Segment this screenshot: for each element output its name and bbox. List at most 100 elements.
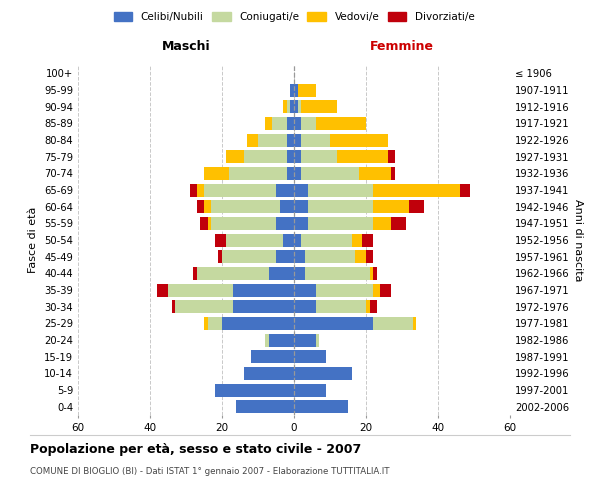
Bar <box>204 200 211 213</box>
Bar <box>287 150 294 163</box>
Bar <box>366 300 370 313</box>
Bar <box>222 250 276 263</box>
Bar <box>294 117 301 130</box>
Bar <box>276 250 294 263</box>
Bar <box>236 400 294 413</box>
Bar <box>366 250 373 263</box>
Bar <box>362 234 373 246</box>
Bar <box>294 234 301 246</box>
Bar <box>330 134 388 146</box>
Bar <box>294 317 373 330</box>
Bar <box>200 217 208 230</box>
Bar <box>373 267 377 280</box>
Bar <box>233 300 294 313</box>
Bar <box>294 84 298 96</box>
Bar <box>287 134 294 146</box>
Bar <box>211 217 276 230</box>
Bar <box>269 267 294 280</box>
Bar <box>294 134 301 146</box>
Bar <box>287 117 294 130</box>
Bar <box>204 317 208 330</box>
Bar <box>294 300 316 313</box>
Bar <box>294 400 348 413</box>
Bar <box>208 317 222 330</box>
Bar <box>391 167 395 180</box>
Bar <box>308 200 373 213</box>
Bar <box>301 100 337 113</box>
Bar <box>294 150 301 163</box>
Bar <box>294 167 301 180</box>
Bar <box>197 184 204 196</box>
Bar <box>373 200 409 213</box>
Bar <box>352 234 362 246</box>
Bar <box>287 167 294 180</box>
Bar <box>272 117 287 130</box>
Bar <box>218 250 222 263</box>
Bar <box>359 167 391 180</box>
Bar <box>298 100 301 113</box>
Legend: Celibi/Nubili, Coniugati/e, Vedovi/e, Divorziati/e: Celibi/Nubili, Coniugati/e, Vedovi/e, Di… <box>109 8 479 26</box>
Text: Maschi: Maschi <box>161 40 211 54</box>
Bar <box>208 217 211 230</box>
Bar <box>290 84 294 96</box>
Bar <box>204 184 276 196</box>
Bar <box>355 250 366 263</box>
Bar <box>301 167 359 180</box>
Bar <box>283 100 287 113</box>
Bar <box>258 134 287 146</box>
Bar <box>380 284 391 296</box>
Bar <box>265 334 269 346</box>
Text: Femmine: Femmine <box>370 40 434 54</box>
Bar <box>391 217 406 230</box>
Bar <box>373 217 391 230</box>
Bar <box>215 384 294 396</box>
Bar <box>294 284 316 296</box>
Bar <box>251 350 294 363</box>
Bar <box>294 267 305 280</box>
Bar <box>244 367 294 380</box>
Bar <box>294 217 308 230</box>
Bar <box>290 100 294 113</box>
Bar <box>294 100 298 113</box>
Bar <box>294 200 308 213</box>
Bar <box>168 284 233 296</box>
Bar <box>316 117 366 130</box>
Bar <box>294 184 308 196</box>
Bar <box>233 284 294 296</box>
Bar <box>337 150 388 163</box>
Bar <box>229 167 287 180</box>
Bar <box>157 284 168 296</box>
Bar <box>370 300 377 313</box>
Bar <box>244 150 287 163</box>
Bar <box>211 200 280 213</box>
Bar <box>308 217 373 230</box>
Bar <box>316 334 319 346</box>
Bar <box>204 167 229 180</box>
Bar <box>316 300 366 313</box>
Bar <box>298 84 316 96</box>
Bar <box>413 317 416 330</box>
Bar <box>316 284 373 296</box>
Bar <box>305 267 370 280</box>
Bar <box>460 184 470 196</box>
Bar <box>226 234 283 246</box>
Bar <box>247 134 258 146</box>
Bar <box>370 267 373 280</box>
Bar <box>276 217 294 230</box>
Bar <box>294 334 316 346</box>
Bar <box>215 234 226 246</box>
Bar <box>276 184 294 196</box>
Bar <box>190 184 197 196</box>
Bar <box>308 184 373 196</box>
Bar <box>301 134 330 146</box>
Bar <box>197 200 204 213</box>
Bar <box>373 184 460 196</box>
Bar <box>172 300 175 313</box>
Bar <box>280 200 294 213</box>
Bar <box>222 317 294 330</box>
Bar <box>301 117 316 130</box>
Bar <box>287 100 290 113</box>
Bar <box>197 267 269 280</box>
Bar <box>373 284 380 296</box>
Bar <box>294 384 326 396</box>
